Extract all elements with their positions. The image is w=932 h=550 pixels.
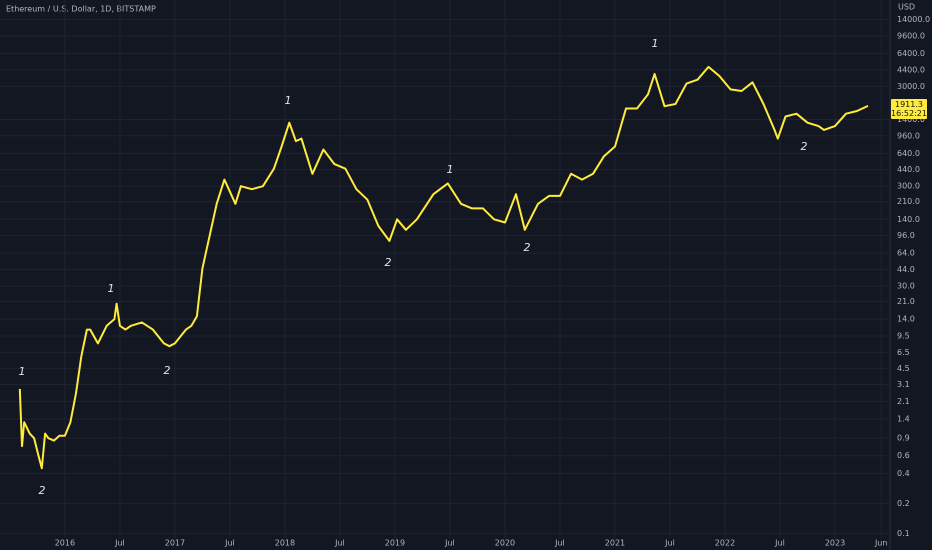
x-tick-label: 2020	[495, 539, 515, 548]
y-tick-label: 21.0	[897, 297, 915, 306]
y-tick-label: 96.0	[897, 231, 915, 240]
wave-label: 2	[385, 256, 392, 269]
wave-label: 1	[19, 365, 26, 378]
axis-unit: USD	[898, 3, 915, 12]
y-tick-label: 2.1	[897, 397, 910, 406]
wave-label: 1	[652, 37, 659, 50]
y-tick-label: 44.0	[897, 265, 915, 274]
y-tick-label: 6.5	[897, 348, 910, 357]
x-tick-label: 2022	[715, 539, 735, 548]
y-tick-label: 0.4	[897, 469, 910, 478]
price-label: 1911.3	[895, 100, 923, 109]
y-tick-label: 960.0	[897, 131, 920, 140]
y-tick-label: 0.1	[897, 529, 910, 538]
y-tick-label: 0.6	[897, 451, 910, 460]
y-tick-label: 1.4	[897, 414, 910, 423]
price-label-box	[891, 98, 927, 119]
wave-label: 1	[108, 282, 115, 295]
x-tick-label: 2016	[55, 539, 75, 548]
wave-label: 1	[447, 163, 454, 176]
y-tick-label: 6400.0	[897, 49, 925, 58]
x-tick-label: Jul	[664, 539, 675, 548]
y-tick-label: 1400.0	[897, 115, 925, 124]
wave-label: 2	[801, 140, 808, 153]
y-tick-label: 9600.0	[897, 31, 925, 40]
y-tick-label: 640.0	[897, 149, 920, 158]
y-tick-label: 0.2	[897, 499, 910, 508]
y-tick-label: 9.5	[897, 331, 910, 340]
x-tick-label: 2019	[385, 539, 405, 548]
x-tick-label: Jul	[334, 539, 345, 548]
wave-label: 2	[39, 484, 46, 497]
chart-title: Ethereum / U.S. Dollar, 1D, BITSTAMP	[6, 5, 156, 14]
x-tick-label: 2023	[825, 539, 845, 548]
y-tick-label: 30.0	[897, 282, 915, 291]
y-tick-label: 14000.0	[897, 15, 930, 24]
y-tick-label: 440.0	[897, 165, 920, 174]
y-tick-label: 64.0	[897, 249, 915, 258]
y-tick-label: 3.1	[897, 380, 910, 389]
x-tick-label: Jul	[224, 539, 235, 548]
x-tick-label: 2021	[605, 539, 625, 548]
y-tick-label: 4.5	[897, 364, 910, 373]
x-tick-label: Jul	[114, 539, 125, 548]
y-tick-label: 210.0	[897, 197, 920, 206]
countdown-label: 16:52:21	[891, 109, 927, 118]
y-tick-label: 0.9	[897, 434, 910, 443]
y-tick-label: 14.0	[897, 315, 915, 324]
x-tick-label: Jul	[444, 539, 455, 548]
wave-label: 1	[285, 94, 292, 107]
y-tick-label: 140.0	[897, 215, 920, 224]
x-tick-label: Jul	[774, 539, 785, 548]
x-tick-label: Jul	[554, 539, 565, 548]
x-tick-label: Jun	[874, 539, 888, 548]
wave-label: 2	[524, 241, 531, 254]
y-tick-label: 4400.0	[897, 65, 925, 74]
x-tick-label: 2018	[275, 539, 295, 548]
wave-label: 2	[164, 364, 171, 377]
y-tick-label: 3000.0	[897, 82, 925, 91]
x-tick-label: 2017	[165, 539, 185, 548]
y-tick-label: 300.0	[897, 182, 920, 191]
price-line	[18, 65, 869, 470]
